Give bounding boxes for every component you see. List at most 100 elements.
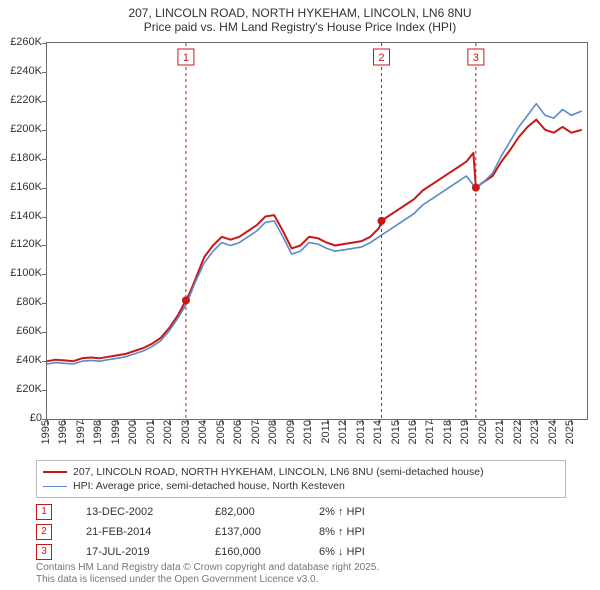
footer-line2: This data is licensed under the Open Gov… xyxy=(36,574,590,586)
sale-marker-badge: 3 xyxy=(468,49,484,65)
x-tick-label: 1995 xyxy=(40,420,52,444)
y-tick-label: £100K xyxy=(0,267,42,279)
legend-swatch xyxy=(43,471,67,473)
x-tick-label: 2022 xyxy=(512,420,524,444)
y-tick xyxy=(42,188,47,189)
x-tick-label: 2012 xyxy=(337,420,349,444)
legend-label: HPI: Average price, semi-detached house,… xyxy=(73,479,345,493)
legend-label: 207, LINCOLN ROAD, NORTH HYKEHAM, LINCOL… xyxy=(73,465,484,479)
series-hpi xyxy=(47,104,582,364)
title-block: 207, LINCOLN ROAD, NORTH HYKEHAM, LINCOL… xyxy=(0,0,600,34)
y-tick xyxy=(42,159,47,160)
x-tick-label: 1999 xyxy=(110,420,122,444)
x-tick-label: 2004 xyxy=(197,420,209,444)
legend-swatch xyxy=(43,486,67,487)
sale-row-note: 2% ↑ HPI xyxy=(319,502,429,522)
sale-row-date: 13-DEC-2002 xyxy=(86,502,181,522)
sale-marker-dot xyxy=(377,217,385,225)
sale-marker-dot xyxy=(472,184,480,192)
footer-line1: Contains HM Land Registry data © Crown c… xyxy=(36,562,590,574)
y-tick-label: £180K xyxy=(0,152,42,164)
y-tick-label: £40K xyxy=(0,354,42,366)
x-tick-label: 2003 xyxy=(180,420,192,444)
y-tick xyxy=(42,361,47,362)
x-tick-label: 2010 xyxy=(302,420,314,444)
legend: 207, LINCOLN ROAD, NORTH HYKEHAM, LINCOL… xyxy=(36,460,566,498)
sale-row: 2 21-FEB-2014 £137,000 8% ↑ HPI xyxy=(36,522,429,542)
x-tick-label: 2009 xyxy=(285,420,297,444)
sale-marker-dot xyxy=(182,296,190,304)
x-tick-label: 1997 xyxy=(75,420,87,444)
x-tick-label: 2013 xyxy=(355,420,367,444)
x-tick-label: 2014 xyxy=(372,420,384,444)
y-tick xyxy=(42,72,47,73)
x-tick-label: 2017 xyxy=(424,420,436,444)
x-tick-label: 2019 xyxy=(459,420,471,444)
plot-svg: 1 2 3 xyxy=(47,43,587,419)
x-tick-label: 2018 xyxy=(442,420,454,444)
y-tick xyxy=(42,332,47,333)
x-tick-label: 2024 xyxy=(547,420,559,444)
sale-marker-badge: 2 xyxy=(373,49,389,65)
x-tick-label: 2023 xyxy=(529,420,541,444)
sale-row-marker: 2 xyxy=(36,524,52,540)
sale-row: 1 13-DEC-2002 £82,000 2% ↑ HPI xyxy=(36,502,429,522)
chart-title-line1: 207, LINCOLN ROAD, NORTH HYKEHAM, LINCOL… xyxy=(0,6,600,20)
sale-row-marker: 3 xyxy=(36,544,52,560)
x-tick-label: 2008 xyxy=(267,420,279,444)
plot-area: 1 2 3 xyxy=(46,42,588,420)
x-tick-label: 2011 xyxy=(320,420,332,444)
x-tick-label: 2025 xyxy=(564,420,576,444)
y-tick xyxy=(42,303,47,304)
x-tick-label: 2006 xyxy=(232,420,244,444)
sale-marker-badge: 1 xyxy=(178,49,194,65)
y-tick-label: £0 xyxy=(0,412,42,424)
y-tick xyxy=(42,130,47,131)
chart-container: 207, LINCOLN ROAD, NORTH HYKEHAM, LINCOL… xyxy=(0,0,600,590)
y-tick xyxy=(42,274,47,275)
sale-row-note: 8% ↑ HPI xyxy=(319,522,429,542)
x-tick-label: 2000 xyxy=(127,420,139,444)
y-tick-label: £200K xyxy=(0,123,42,135)
x-tick-label: 2005 xyxy=(215,420,227,444)
sale-row: 3 17-JUL-2019 £160,000 6% ↓ HPI xyxy=(36,542,429,562)
y-tick-label: £60K xyxy=(0,325,42,337)
x-tick-label: 1998 xyxy=(92,420,104,444)
y-tick xyxy=(42,245,47,246)
svg-text:2: 2 xyxy=(378,52,384,64)
sale-row-marker: 1 xyxy=(36,504,52,520)
chart-title-line2: Price paid vs. HM Land Registry's House … xyxy=(0,20,600,34)
x-tick-label: 2016 xyxy=(407,420,419,444)
sale-row-price: £160,000 xyxy=(215,542,285,562)
x-tick-label: 2021 xyxy=(494,420,506,444)
svg-text:1: 1 xyxy=(183,52,189,64)
x-tick-label: 2020 xyxy=(477,420,489,444)
y-tick-label: £260K xyxy=(0,36,42,48)
sale-row-note: 6% ↓ HPI xyxy=(319,542,429,562)
y-tick-label: £140K xyxy=(0,210,42,222)
x-tick-label: 2002 xyxy=(162,420,174,444)
sale-row-price: £82,000 xyxy=(215,502,285,522)
sale-row-price: £137,000 xyxy=(215,522,285,542)
legend-row: HPI: Average price, semi-detached house,… xyxy=(43,479,559,493)
attribution-footer: Contains HM Land Registry data © Crown c… xyxy=(36,562,590,586)
svg-text:3: 3 xyxy=(473,52,479,64)
sale-row-date: 21-FEB-2014 xyxy=(86,522,181,542)
x-tick-label: 1996 xyxy=(57,420,69,444)
legend-row: 207, LINCOLN ROAD, NORTH HYKEHAM, LINCOL… xyxy=(43,465,559,479)
y-tick xyxy=(42,101,47,102)
y-tick-label: £160K xyxy=(0,181,42,193)
x-tick-label: 2015 xyxy=(390,420,402,444)
sales-table: 1 13-DEC-2002 £82,000 2% ↑ HPI 2 21-FEB-2014 £… xyxy=(36,502,429,562)
y-tick-label: £240K xyxy=(0,65,42,77)
y-tick-label: £220K xyxy=(0,94,42,106)
y-tick-label: £20K xyxy=(0,383,42,395)
y-tick-label: £80K xyxy=(0,296,42,308)
y-tick xyxy=(42,43,47,44)
y-tick xyxy=(42,390,47,391)
sale-row-date: 17-JUL-2019 xyxy=(86,542,181,562)
y-tick-label: £120K xyxy=(0,238,42,250)
x-tick-label: 2007 xyxy=(250,420,262,444)
x-tick-label: 2001 xyxy=(145,420,157,444)
y-tick xyxy=(42,217,47,218)
